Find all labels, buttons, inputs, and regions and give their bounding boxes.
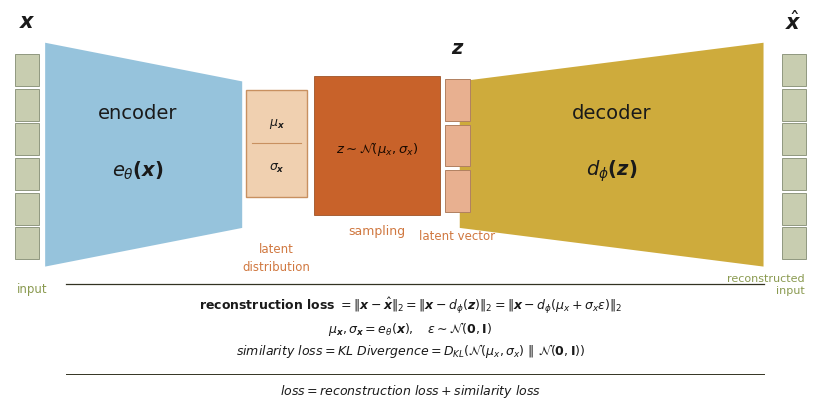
Text: $\mu_{\boldsymbol{x}}, \sigma_{\boldsymbol{x}} = e_\theta(\boldsymbol{x}),\quad : $\mu_{\boldsymbol{x}}, \sigma_{\boldsymb…: [328, 320, 493, 338]
Bar: [782, 158, 806, 190]
Polygon shape: [460, 43, 764, 267]
Text: sampling: sampling: [348, 225, 406, 239]
Bar: [15, 54, 39, 86]
Polygon shape: [45, 43, 242, 267]
Text: $\boldsymbol{z}$: $\boldsymbol{z}$: [451, 40, 464, 58]
Text: encoder: encoder: [99, 105, 177, 123]
FancyBboxPatch shape: [314, 76, 440, 215]
Bar: [782, 193, 806, 225]
Text: $\boldsymbol{e_{\theta}(x)}$: $\boldsymbol{e_{\theta}(x)}$: [112, 160, 163, 182]
FancyBboxPatch shape: [246, 90, 307, 197]
Text: latent
distribution: latent distribution: [243, 243, 310, 274]
Bar: [445, 170, 470, 212]
Text: reconstructed
input: reconstructed input: [727, 274, 805, 296]
Bar: [15, 158, 39, 190]
Text: $\mathit{loss} = \mathit{reconstruction\ loss} + \mathit{similarity\ loss}$: $\mathit{loss} = \mathit{reconstruction\…: [280, 383, 541, 400]
Bar: [15, 193, 39, 225]
Bar: [782, 123, 806, 155]
Bar: [782, 54, 806, 86]
Bar: [15, 89, 39, 121]
Bar: [15, 123, 39, 155]
Bar: [445, 125, 470, 166]
Text: $\sigma_{\boldsymbol{x}}$: $\sigma_{\boldsymbol{x}}$: [268, 162, 285, 175]
Bar: [782, 89, 806, 121]
Text: $\mu_{\boldsymbol{x}}$: $\mu_{\boldsymbol{x}}$: [268, 117, 285, 131]
Bar: [445, 79, 470, 121]
Text: $\mathit{similarity\ loss} = KL\ \mathit{Divergence}= D_{KL}(\mathcal{N}(\mu_x, : $\mathit{similarity\ loss} = KL\ \mathit…: [236, 342, 585, 360]
Bar: [782, 227, 806, 259]
Text: $\hat{\boldsymbol{x}}$: $\hat{\boldsymbol{x}}$: [786, 11, 802, 34]
Text: $z \sim \mathcal{N}(\mu_x, \sigma_x)$: $z \sim \mathcal{N}(\mu_x, \sigma_x)$: [336, 140, 418, 158]
Text: $\boldsymbol{d_{\phi}(z)}$: $\boldsymbol{d_{\phi}(z)}$: [586, 158, 637, 184]
Text: decoder: decoder: [572, 105, 651, 123]
Text: $\mathbf{reconstruction\ loss}\ = \|\boldsymbol{x} - \hat{\boldsymbol{x}}\|_2= \: $\mathbf{reconstruction\ loss}\ = \|\bol…: [199, 296, 622, 316]
Text: input: input: [16, 283, 47, 296]
Text: $\boldsymbol{x}$: $\boldsymbol{x}$: [19, 13, 35, 32]
Bar: [15, 227, 39, 259]
Text: latent vector: latent vector: [420, 230, 495, 243]
